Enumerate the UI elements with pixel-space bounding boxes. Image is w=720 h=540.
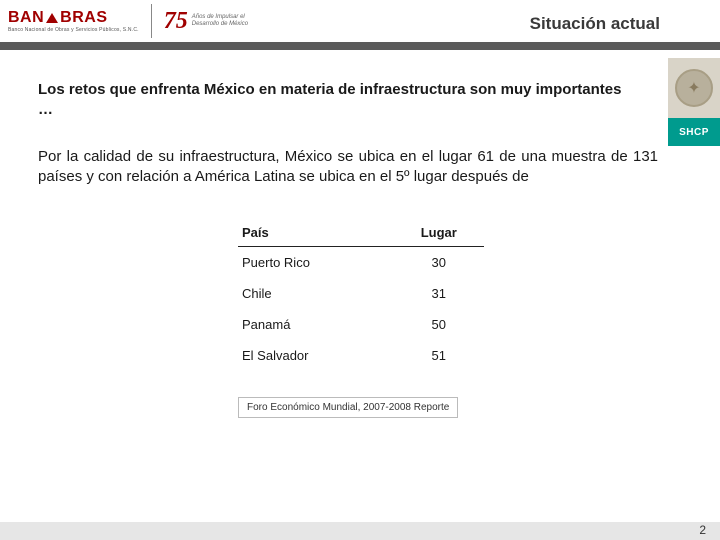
anniversary-logo: 75 Años de Impulsar el Desarrollo de Méx… [164, 8, 262, 35]
content-subtitle: Los retos que enfrenta México en materia… [38, 80, 628, 121]
content-body: Por la calidad de su infraestructura, Mé… [38, 147, 658, 188]
table-row: El Salvador 51 [238, 340, 484, 371]
slide-footer: 2 [0, 522, 720, 540]
cell-pais: Chile [238, 278, 394, 309]
page-title: Situación actual [530, 14, 660, 34]
anniversary-number: 75 [164, 8, 188, 35]
side-badges: ✦ SHCP [668, 58, 720, 146]
banobras-subtitle: Banco Nacional de Obras y Servicios Públ… [8, 27, 139, 33]
cell-lugar: 30 [394, 247, 484, 279]
cell-pais: Puerto Rico [238, 247, 394, 279]
ranking-table: País Lugar Puerto Rico 30 Chile 31 Panam… [238, 219, 484, 371]
cell-lugar: 51 [394, 340, 484, 371]
content-area: Los retos que enfrenta México en materia… [0, 50, 720, 418]
banobras-wordmark: BAN BRAS [8, 9, 108, 27]
table-row: Panamá 50 [238, 309, 484, 340]
table-row: Puerto Rico 30 [238, 247, 484, 279]
table-row: Chile 31 [238, 278, 484, 309]
col-header-pais: País [238, 219, 394, 247]
ranking-table-wrap: País Lugar Puerto Rico 30 Chile 31 Panam… [238, 219, 484, 371]
cell-pais: El Salvador [238, 340, 394, 371]
anniversary-text: Años de Impulsar el Desarrollo de México [192, 14, 262, 28]
cell-lugar: 31 [394, 278, 484, 309]
seal-icon: ✦ [675, 69, 713, 107]
government-seal: ✦ [668, 58, 720, 118]
table-header-row: País Lugar [238, 219, 484, 247]
col-header-lugar: Lugar [394, 219, 484, 247]
cell-pais: Panamá [238, 309, 394, 340]
cell-lugar: 50 [394, 309, 484, 340]
logo-area: BAN BRAS Banco Nacional de Obras y Servi… [0, 4, 262, 38]
banobras-logo: BAN BRAS Banco Nacional de Obras y Servi… [8, 9, 139, 33]
shcp-badge: SHCP [668, 118, 720, 146]
page-number: 2 [699, 523, 706, 537]
triangle-icon [46, 13, 58, 23]
source-note: Foro Económico Mundial, 2007-2008 Report… [238, 397, 458, 418]
slide-header: BAN BRAS Banco Nacional de Obras y Servi… [0, 0, 720, 50]
logo-divider [151, 4, 152, 38]
